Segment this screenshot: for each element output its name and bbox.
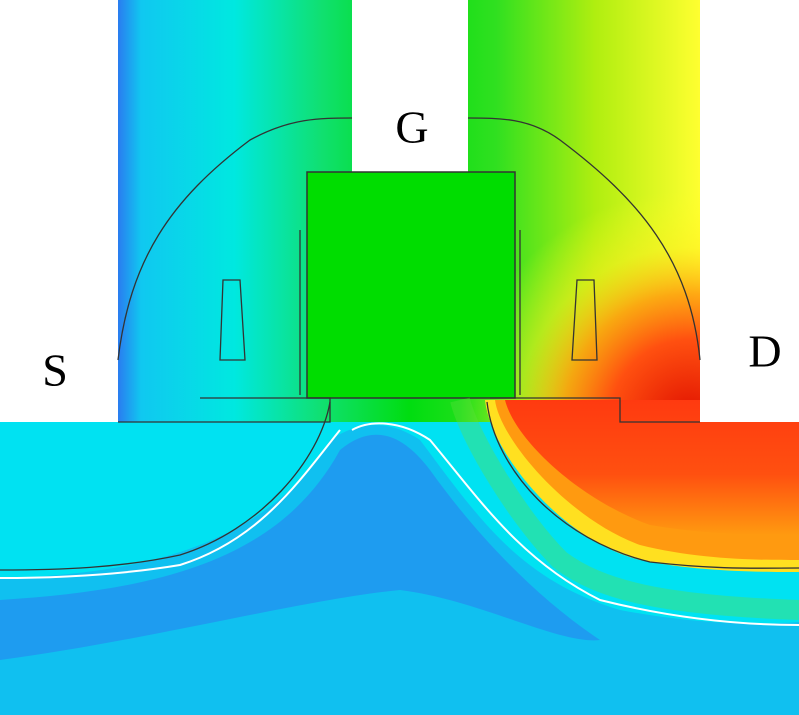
drain-label: D bbox=[748, 326, 781, 377]
gate-label: G bbox=[395, 102, 428, 153]
gate-block bbox=[307, 172, 515, 398]
device-diagram: S G D bbox=[0, 0, 799, 715]
source-label: S bbox=[42, 345, 68, 396]
